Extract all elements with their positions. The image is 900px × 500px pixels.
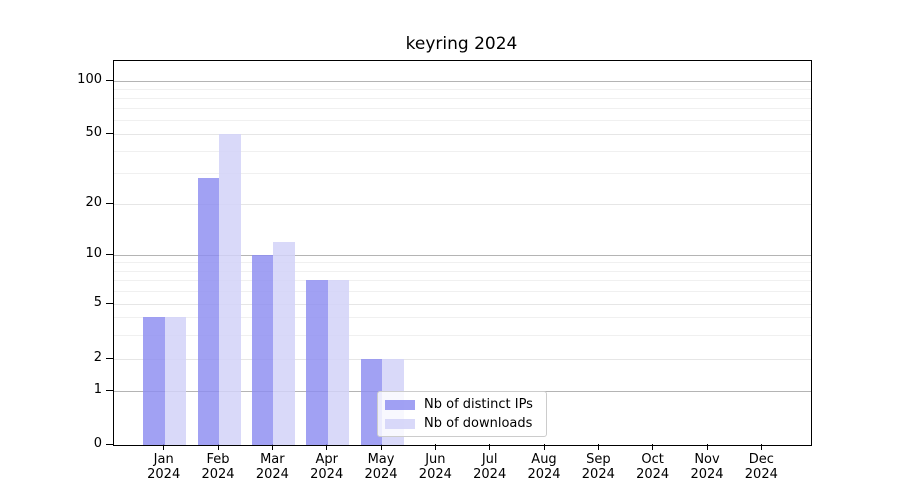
gridline xyxy=(114,81,811,82)
minor-gridline xyxy=(114,173,811,175)
minor-gridline xyxy=(114,262,811,264)
x-tick-label: Apr 2024 xyxy=(310,452,344,482)
y-tick-label: 50 xyxy=(85,125,102,140)
minor-gridline xyxy=(114,89,811,91)
x-tick-mark xyxy=(434,444,437,450)
x-tick-mark xyxy=(706,444,708,450)
y-tick-mark xyxy=(106,302,113,304)
x-tick-label: Jun 2024 xyxy=(418,452,452,482)
y-tick-mark xyxy=(106,389,113,391)
bar-apr-downloads xyxy=(327,280,350,445)
x-tick-label: Jan 2024 xyxy=(147,452,181,482)
y-tick-label: 5 xyxy=(93,295,102,310)
y-tick-label: 1 xyxy=(93,382,102,397)
y-tick-label: 2 xyxy=(93,350,102,365)
x-tick-label: Feb 2024 xyxy=(201,452,235,482)
y-tick-label: 0 xyxy=(93,436,102,451)
minor-gridline xyxy=(114,291,811,293)
x-tick-label: Jul 2024 xyxy=(473,452,507,482)
y-tick-mark xyxy=(106,202,113,204)
x-tick-label: Sep 2024 xyxy=(581,452,615,482)
legend-swatch-distinct-ips xyxy=(385,399,415,410)
x-tick-label: Aug 2024 xyxy=(527,452,561,482)
minor-gridline xyxy=(114,98,811,100)
x-tick-mark xyxy=(163,444,165,450)
chart-title: keyring 2024 xyxy=(405,34,518,54)
gridline xyxy=(114,204,811,205)
x-tick-mark xyxy=(271,444,274,450)
gridline xyxy=(114,359,811,360)
x-tick-label: Dec 2024 xyxy=(744,452,778,482)
bar-may-distinct-ips xyxy=(360,359,383,445)
bar-mar-downloads xyxy=(273,241,295,445)
bar-jan-distinct-ips xyxy=(143,317,165,445)
y-tick-label: 20 xyxy=(85,195,102,210)
y-tick-mark xyxy=(106,443,113,445)
gridline xyxy=(114,134,811,135)
gridline xyxy=(114,304,811,305)
bar-jan-downloads xyxy=(164,317,187,445)
gridline xyxy=(114,255,811,256)
x-tick-label: Nov 2024 xyxy=(690,452,724,482)
legend-entry-downloads: Nb of downloads xyxy=(385,416,539,431)
x-tick-mark xyxy=(326,444,328,450)
x-tick-mark xyxy=(652,444,654,450)
x-tick-mark xyxy=(543,444,545,450)
y-tick-mark xyxy=(106,253,113,255)
legend-swatch-downloads xyxy=(385,418,415,429)
bar-feb-downloads xyxy=(219,134,241,445)
bar-apr-distinct-ips xyxy=(306,280,328,445)
minor-gridline xyxy=(114,334,811,336)
plot-area xyxy=(113,60,812,446)
legend-label-downloads: Nb of downloads xyxy=(424,416,533,431)
x-tick-mark xyxy=(489,444,491,450)
x-tick-mark xyxy=(597,444,600,450)
y-tick-label: 10 xyxy=(85,246,102,261)
bar-feb-distinct-ips xyxy=(197,178,220,445)
minor-gridline xyxy=(114,270,811,272)
bar-mar-distinct-ips xyxy=(251,255,274,445)
x-tick-mark xyxy=(760,444,763,450)
minor-gridline xyxy=(114,317,811,319)
x-tick-mark xyxy=(380,444,382,450)
y-tick-mark xyxy=(106,132,113,134)
y-tick-label: 100 xyxy=(77,72,102,87)
legend-entry-distinct-ips: Nb of distinct IPs xyxy=(385,397,539,412)
x-tick-mark xyxy=(217,444,219,450)
y-tick-mark xyxy=(106,79,113,81)
x-tick-label: Mar 2024 xyxy=(255,452,289,482)
minor-gridline xyxy=(114,108,811,110)
y-tick-mark xyxy=(106,357,113,359)
minor-gridline xyxy=(114,280,811,282)
legend-label-distinct-ips: Nb of distinct IPs xyxy=(424,397,533,412)
minor-gridline xyxy=(114,151,811,153)
minor-gridline xyxy=(114,120,811,122)
x-tick-label: Oct 2024 xyxy=(636,452,670,482)
legend: Nb of distinct IPs Nb of downloads xyxy=(377,391,547,437)
x-tick-label: May 2024 xyxy=(364,452,398,482)
